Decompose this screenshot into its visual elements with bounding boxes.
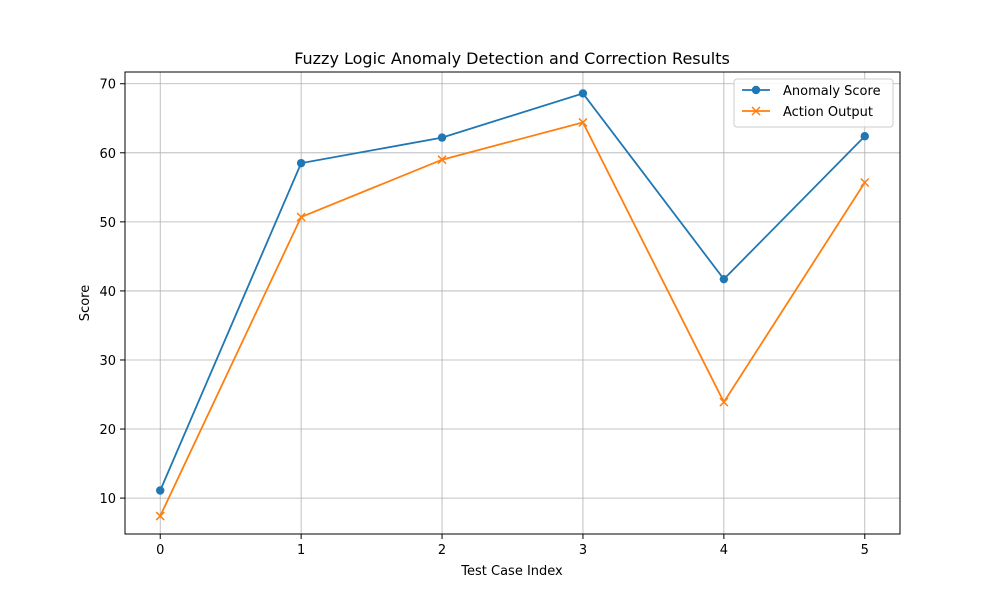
y-tick-label: 40 <box>99 285 116 300</box>
legend: Anomaly Score Action Output <box>733 78 894 128</box>
data-point-action-output <box>719 397 729 407</box>
x-tick-label: 1 <box>297 543 305 558</box>
y-tick-label: 30 <box>99 354 116 369</box>
data-point-action-output <box>860 177 870 188</box>
y-axis-label: Score <box>78 285 93 321</box>
data-point-anomaly-score <box>578 89 588 98</box>
legend-marker-action-output <box>751 106 761 116</box>
series-line-action-output <box>159 121 866 517</box>
data-point-anomaly-score <box>719 274 729 284</box>
chart-title: Fuzzy Logic Anomaly Detection and Correc… <box>294 49 730 68</box>
y-tick-label: 50 <box>99 216 116 231</box>
x-axis-ticks: 0 1 2 3 4 5 <box>156 534 869 558</box>
x-tick-label: 0 <box>156 543 164 558</box>
legend-marker-anomaly-score <box>751 85 761 95</box>
data-point-action-output <box>155 511 165 521</box>
data-point-anomaly-score <box>156 486 165 495</box>
legend-label-action-output: Action Output <box>783 105 873 120</box>
x-tick-label: 2 <box>438 543 446 558</box>
series-line-anomaly-score <box>159 92 866 491</box>
x-tick-label: 3 <box>579 543 587 558</box>
x-tick-label: 5 <box>861 543 869 558</box>
data-point-action-output <box>578 117 588 127</box>
data-point-anomaly-score <box>296 158 306 168</box>
plot-frame <box>124 71 901 535</box>
series-layer <box>155 89 870 521</box>
y-axis-ticks: 10 20 30 40 50 60 70 <box>99 78 125 507</box>
legend-label-anomaly-score: Anomaly Score <box>783 84 881 99</box>
y-tick-label: 60 <box>99 147 116 162</box>
data-point-action-output <box>437 155 447 165</box>
x-tick-label: 4 <box>720 543 728 558</box>
x-axis-label: Test Case Index <box>460 564 563 579</box>
data-point-anomaly-score <box>437 133 447 142</box>
legend-box <box>733 78 894 128</box>
y-tick-label: 10 <box>99 492 116 507</box>
data-point-anomaly-score <box>860 132 869 141</box>
y-tick-label: 20 <box>99 423 116 438</box>
data-point-action-output <box>296 212 306 222</box>
y-tick-label: 70 <box>99 78 116 93</box>
